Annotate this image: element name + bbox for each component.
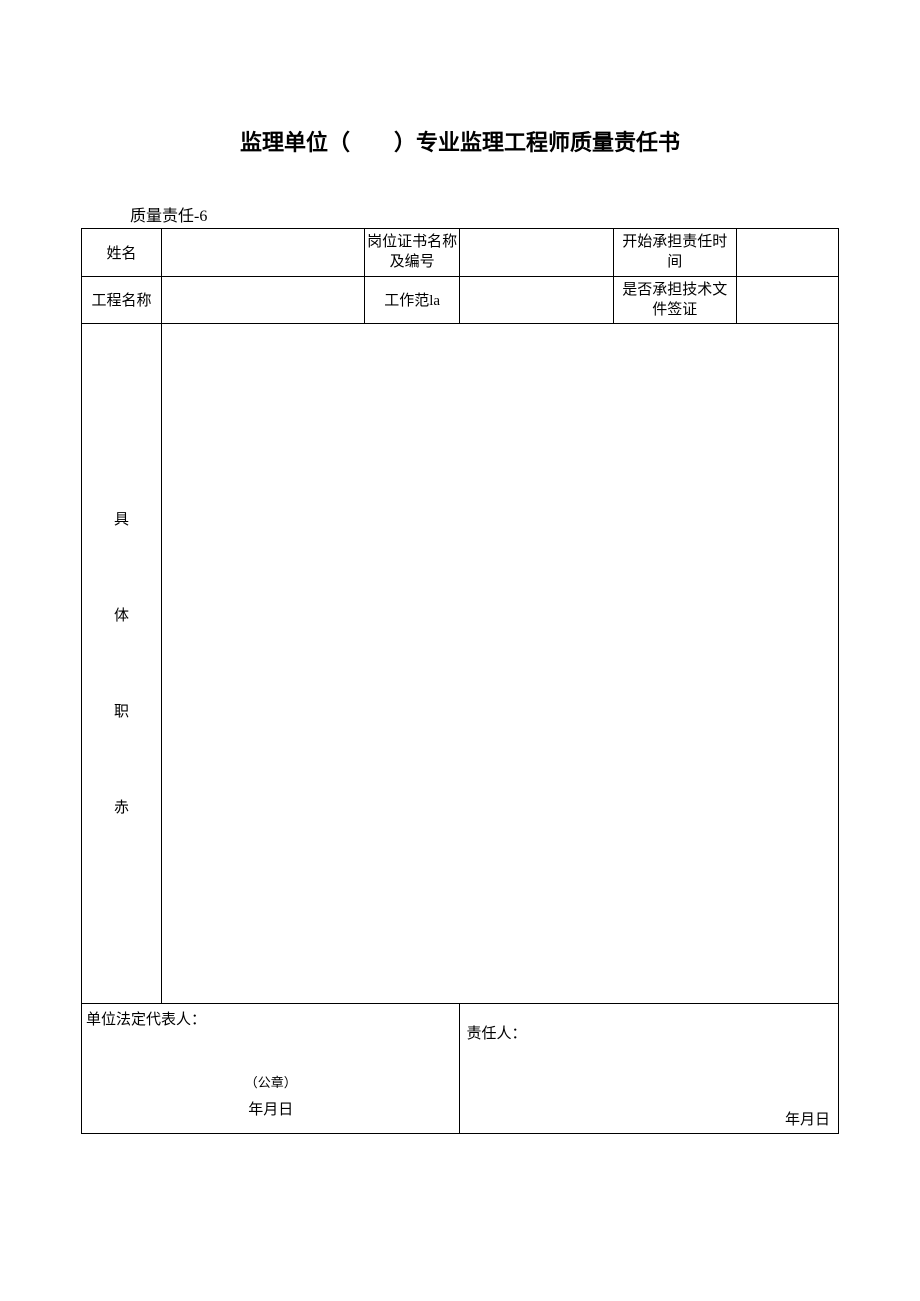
header-row-1: 姓名 岗位证书名称及编号 开始承担责任时间 (82, 229, 839, 277)
legal-rep-label: 单位法定代表人： (82, 1004, 459, 1033)
document-subtitle: 质量责任-6 (130, 202, 920, 226)
value-project (161, 276, 364, 324)
header-row-2: 工程名称 工作范la 是否承担技术文件签证 (82, 276, 839, 324)
duties-label: 具 体 职 赤 (82, 324, 162, 1004)
value-cert (460, 229, 613, 277)
date-right: 年月日 (785, 1108, 830, 1129)
label-cert: 岗位证书名称及编号 (364, 229, 460, 277)
value-name (161, 229, 364, 277)
signature-right-cell: 责任人： 年月日 (460, 1004, 839, 1134)
duties-row: 具 体 职 赤 (82, 324, 839, 1004)
signature-left-cell: 单位法定代表人： （公章） 年月日 (82, 1004, 460, 1134)
label-project: 工程名称 (82, 276, 162, 324)
label-start-time: 开始承担责任时间 (613, 229, 736, 277)
signature-row: 单位法定代表人： （公章） 年月日 责任人： 年月日 (82, 1004, 839, 1134)
label-tech-sign: 是否承担技术文件签证 (613, 276, 736, 324)
document-title: 监理单位（ ）专业监理工程师质量责任书 (0, 125, 920, 157)
duties-char-4: 赤 (114, 800, 129, 816)
form-table-wrapper: 姓名 岗位证书名称及编号 开始承担责任时间 工程名称 工作范la 是否承担技术文… (81, 228, 839, 1134)
form-table: 姓名 岗位证书名称及编号 开始承担责任时间 工程名称 工作范la 是否承担技术文… (81, 228, 839, 1134)
duties-content (161, 324, 838, 1004)
date-left: 年月日 (82, 1098, 459, 1119)
responsible-label: 责任人： (460, 1004, 838, 1047)
duties-char-3: 职 (114, 704, 129, 720)
label-name: 姓名 (82, 229, 162, 277)
seal-label: （公章） (82, 1072, 459, 1091)
label-scope: 工作范la (364, 276, 460, 324)
value-start-time (736, 229, 838, 277)
value-tech-sign (736, 276, 838, 324)
duties-char-1: 具 (114, 512, 129, 528)
value-scope (460, 276, 613, 324)
duties-char-2: 体 (114, 608, 129, 624)
